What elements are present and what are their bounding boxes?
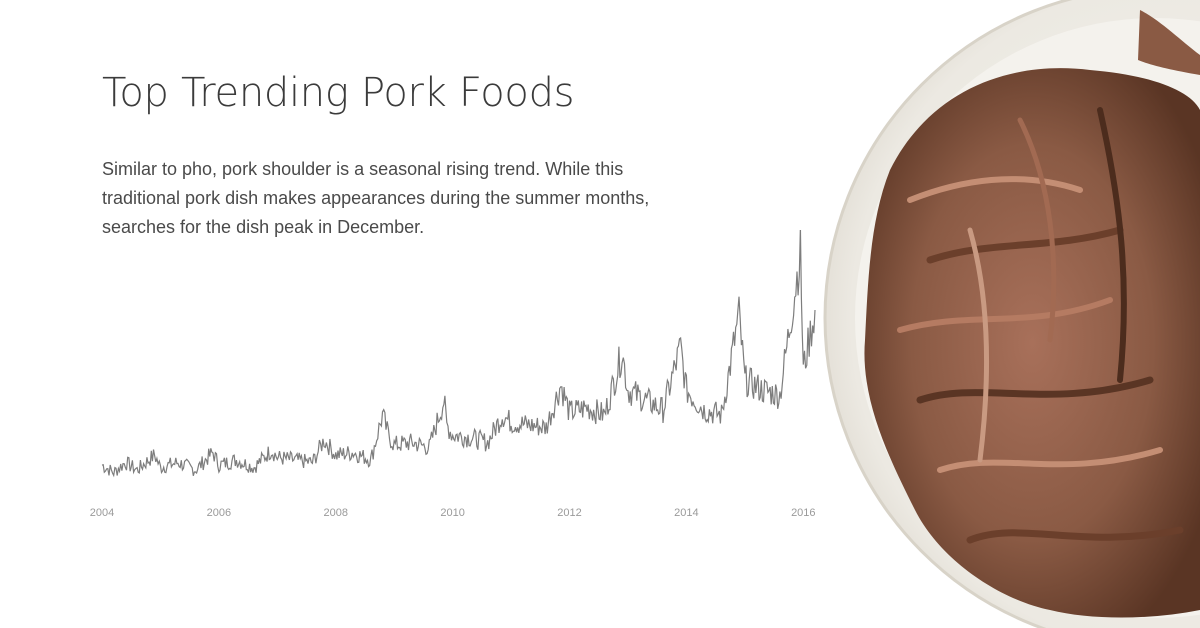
x-tick-label: 2012 xyxy=(557,507,581,519)
x-tick-label: 2004 xyxy=(90,507,114,519)
x-tick-label: 2016 xyxy=(791,507,815,519)
trend-line-chart: 2004 2006 2008 2010 2012 2014 2016 xyxy=(90,230,816,519)
pulled-pork-plate-image xyxy=(823,0,1200,628)
x-tick-label: 2014 xyxy=(674,507,698,519)
x-tick-label: 2006 xyxy=(207,507,231,519)
x-tick-label: 2008 xyxy=(324,507,348,519)
page-description: Similar to pho, pork shoulder is a seaso… xyxy=(102,159,650,237)
x-tick-label: 2010 xyxy=(440,507,464,519)
page-title: Top Trending Pork Foods xyxy=(102,70,575,116)
series-line xyxy=(101,230,816,478)
